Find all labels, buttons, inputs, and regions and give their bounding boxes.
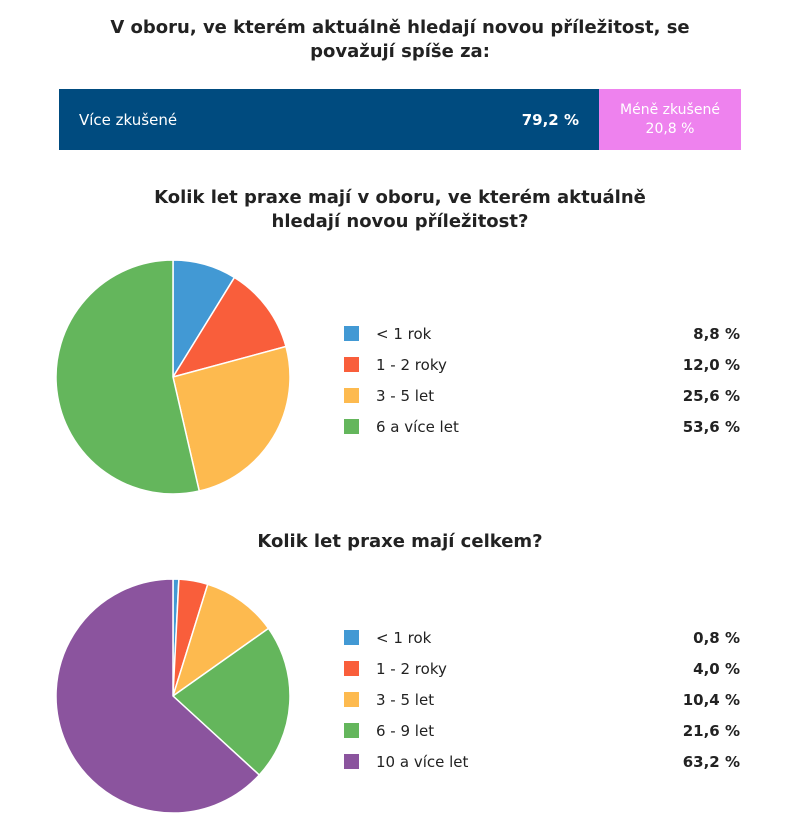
pie-chart-field-experience [55, 259, 291, 495]
legend-value: 21,6 % [682, 721, 740, 740]
legend-item: < 1 rok 8,8 % [344, 318, 740, 349]
legend-label: 1 - 2 roky [376, 355, 447, 374]
pie-slice [172, 583, 270, 697]
stacked-bar-experience: Více zkušené 79,2 % Méně zkušené 20,8 % [59, 89, 741, 150]
bar-segment-label: Méně zkušené [620, 101, 720, 118]
legend-swatch [344, 388, 359, 403]
legend-swatch [344, 326, 359, 341]
legend-label: 1 - 2 roky [376, 659, 447, 678]
legend-field-experience: < 1 rok 8,8 % 1 - 2 roky 12,0 % 3 - 5 let 25,… [344, 318, 740, 442]
pie-slice [55, 578, 261, 814]
legend-value: 4,0 % [693, 659, 740, 678]
legend-value: 25,6 % [682, 386, 740, 405]
pie-slice [172, 627, 291, 776]
chart-title-field-experience: Kolik let praxe mají v oboru, ve kterém … [154, 187, 646, 232]
legend-label: 6 - 9 let [376, 721, 435, 740]
legend-swatch [344, 754, 359, 769]
bar-segment-value: 20,8 % [645, 120, 695, 137]
legend-label: 3 - 5 let [376, 386, 435, 405]
bar-segment-more-experienced: Více zkušené 79,2 % [59, 89, 599, 150]
legend-label: < 1 rok [376, 628, 432, 647]
legend-swatch [344, 692, 359, 707]
legend-swatch [344, 419, 359, 434]
bar-segment-label: Více zkušené [79, 110, 178, 129]
legend-swatch [344, 661, 359, 676]
legend-label: 6 a více let [376, 417, 459, 436]
legend-swatch [344, 357, 359, 372]
legend-label: 3 - 5 let [376, 690, 435, 709]
legend-value: 63,2 % [682, 752, 740, 771]
pie-slice [55, 259, 200, 495]
legend-value: 53,6 % [682, 417, 740, 436]
bar-segment-less-experienced: Méně zkušené 20,8 % [599, 89, 741, 150]
pie-slice [172, 276, 287, 378]
legend-item: 6 a více let 53,6 % [344, 411, 740, 442]
legend-value: 0,8 % [693, 628, 740, 647]
legend-total-experience: < 1 rok 0,8 % 1 - 2 roky 4,0 % 3 - 5 let 10,4… [344, 622, 740, 777]
chart-title-experience-self-assessment: V oboru, ve kterém aktuálně hledají novo… [110, 17, 690, 62]
legend-label: < 1 rok [376, 324, 432, 343]
legend-swatch [344, 723, 359, 738]
legend-item: 6 - 9 let 21,6 % [344, 715, 740, 746]
legend-swatch [344, 630, 359, 645]
chart-title-total-experience: Kolik let praxe mají celkem? [257, 531, 543, 552]
legend-value: 12,0 % [682, 355, 740, 374]
pie-chart-total-experience [55, 578, 291, 814]
legend-value: 8,8 % [693, 324, 740, 343]
legend-item: 3 - 5 let 10,4 % [344, 684, 740, 715]
legend-item: 10 a více let 63,2 % [344, 746, 740, 777]
pie-slice [172, 345, 291, 492]
legend-item: 3 - 5 let 25,6 % [344, 380, 740, 411]
legend-value: 10,4 % [682, 690, 740, 709]
legend-item: 1 - 2 roky 12,0 % [344, 349, 740, 380]
legend-label: 10 a více let [376, 752, 469, 771]
bar-segment-value: 79,2 % [521, 110, 579, 129]
legend-item: 1 - 2 roky 4,0 % [344, 653, 740, 684]
legend-item: < 1 rok 0,8 % [344, 622, 740, 653]
